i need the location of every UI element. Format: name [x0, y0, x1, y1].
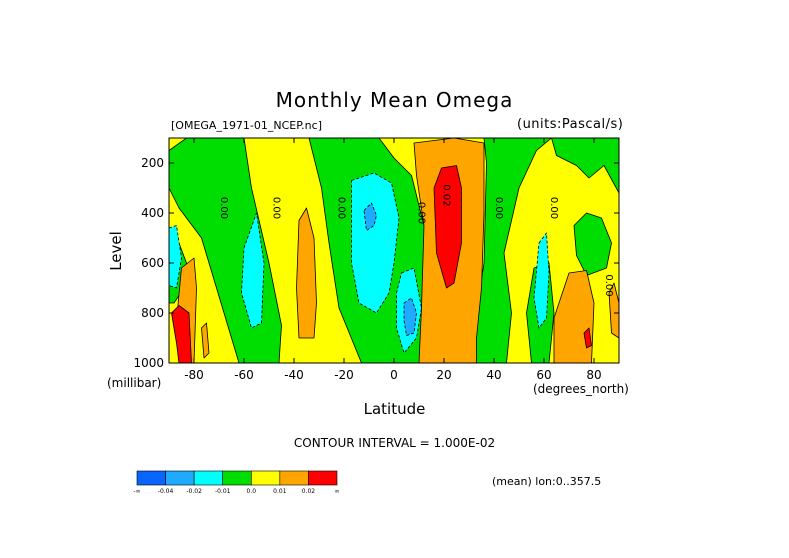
contour-region-red	[171, 305, 192, 363]
x-tick-label: -20	[334, 368, 354, 382]
colorbar-swatch	[250, 470, 281, 486]
contour-region-cyan	[241, 212, 265, 329]
contour-label: 0.00	[336, 197, 347, 219]
contour-region-green	[551, 138, 619, 194]
x-tick-label: -60	[234, 368, 254, 382]
contour-region-cyan	[169, 225, 182, 289]
colorbar-swatch	[165, 470, 195, 486]
contour-label: 0.00	[493, 197, 504, 219]
contour-region-orange	[201, 322, 210, 359]
colorbar-label: -0.02	[186, 488, 202, 495]
contour-fill-regions	[169, 138, 619, 363]
x-tick-label: 20	[436, 368, 451, 382]
contour-region-cyan	[351, 172, 400, 314]
contour-label: 0.02	[441, 184, 452, 206]
y-tick-label: 600	[141, 256, 164, 270]
x-tick-label: 0	[390, 368, 398, 382]
x-tick-label: -80	[184, 368, 204, 382]
x-axis-units: (degrees_north)	[533, 382, 629, 396]
colorbar-label: -0.01	[215, 488, 231, 495]
contour-label: 0.00	[271, 197, 282, 219]
colorbar-label: -0.04	[158, 488, 174, 495]
x-tick-label: 40	[486, 368, 501, 382]
units-label: (units:Pascal/s)	[517, 117, 624, 132]
x-axis-label: Latitude	[363, 400, 426, 418]
y-tick-label: 200	[141, 156, 164, 170]
contour-labels: 0.00 0.00 0.00 0.00 0.02 0.00 0.00 0.00	[218, 184, 614, 296]
contour-region-orange	[553, 270, 595, 363]
x-axis-ticks: -80 -60 -40 -20 0 20 40 60 80	[184, 138, 602, 382]
contour-region-blue	[403, 297, 417, 336]
contour-region-cyan	[533, 232, 550, 329]
x-tick-label: 60	[536, 368, 551, 382]
contour-region-orange	[296, 207, 317, 339]
colorbar-label: -∞	[133, 488, 140, 495]
contour-label: 0.00	[548, 197, 559, 219]
colorbar-label: 0.02	[302, 488, 316, 495]
y-tick-label: 800	[141, 306, 164, 320]
contour-region-green	[468, 138, 552, 363]
x-tick-label: -40	[284, 368, 304, 382]
y-axis-units: (millibar)	[107, 376, 162, 390]
contour-region-red	[433, 165, 462, 289]
colorbar-swatch	[193, 470, 224, 486]
contour-label: 0.00	[603, 274, 614, 296]
y-tick-label: 400	[141, 206, 164, 220]
colorbar-label: ∞	[335, 488, 340, 495]
contour-label: 0.00	[218, 197, 229, 219]
colorbar-label: 0.01	[273, 488, 287, 495]
colorbar-swatch	[136, 470, 166, 486]
contour-region-green	[573, 212, 612, 276]
x-tick-label: 80	[586, 368, 601, 382]
y-axis-ticks: 200 400 600 800 1000	[133, 156, 619, 370]
contour-label: 0.00	[416, 202, 427, 224]
colorbar: -∞ -0.04 -0.02 -0.01 0.0 0.01 0.02 ∞	[133, 470, 340, 495]
y-tick-label: 1000	[133, 356, 164, 370]
mean-note: (mean) lon:0..357.5	[492, 475, 602, 488]
contour-region-orange	[608, 282, 619, 339]
contour-interval: CONTOUR INTERVAL = 1.000E-02	[293, 436, 496, 450]
contour-region-blue	[363, 202, 377, 231]
chart-title: Monthly Mean Omega	[275, 88, 514, 112]
contour-region-red	[583, 327, 592, 349]
dataset-name: [OMEGA_1971-01_NCEP.nc]	[171, 119, 322, 132]
colorbar-swatch	[279, 470, 309, 486]
colorbar-swatch	[308, 470, 338, 486]
colorbar-swatch	[222, 470, 252, 486]
colorbar-label: 0.0	[247, 488, 257, 495]
